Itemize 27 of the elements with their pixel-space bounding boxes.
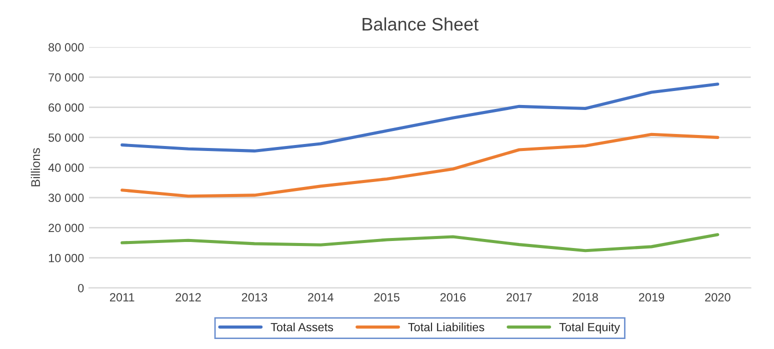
y-tick-label: 0: [78, 284, 84, 292]
x-tick-label: 2012: [176, 293, 201, 302]
y-tick-label: 20 000: [48, 224, 84, 232]
x-tick-label: 2016: [440, 293, 466, 302]
y-tick-label: 70 000: [48, 73, 84, 82]
y-axis-title: Billions: [30, 148, 40, 186]
line-series: [120, 132, 720, 198]
legend-label: Total Liabilities: [408, 322, 484, 332]
line-series: [120, 233, 720, 252]
legend-label: Total Equity: [559, 322, 620, 334]
y-tick-label: 30 000: [48, 194, 84, 202]
y-tick-label: 60 000: [48, 103, 84, 112]
legend-label: Total Assets: [270, 322, 334, 332]
chart-title: Balance Sheet: [362, 17, 478, 31]
x-tick-label: 2017: [506, 293, 532, 302]
x-tick-label: 2015: [374, 293, 400, 302]
x-tick-label: 2019: [638, 293, 664, 302]
y-tick-label: 50 000: [48, 133, 84, 142]
x-tick-label: 2013: [242, 293, 268, 302]
y-tick-label: 40 000: [48, 164, 84, 172]
x-tick-label: 2014: [308, 293, 334, 302]
x-tick-label: 2020: [705, 293, 730, 302]
y-tick-label: 10 000: [48, 254, 84, 262]
x-tick-label: 2018: [572, 293, 598, 302]
line-series: [120, 82, 720, 152]
y-tick-label: 80 000: [48, 43, 84, 52]
x-tick-label: 2011: [110, 293, 134, 302]
